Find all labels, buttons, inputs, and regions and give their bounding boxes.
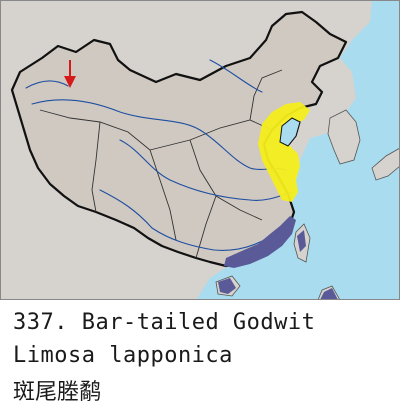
species-number: 337. (13, 310, 68, 335)
wintering-taiwan (297, 230, 306, 252)
species-latin-name: Limosa lapponica (13, 343, 233, 368)
korea (327, 109, 361, 165)
species-chinese-name: 斑尾塍鹬 (13, 380, 102, 405)
species-english-name: Bar-tailed Godwit (81, 310, 316, 335)
wintering-hainan (218, 278, 236, 294)
wintering-range (224, 216, 296, 268)
distribution-map (0, 0, 400, 300)
rivers (25, 59, 293, 251)
wintering-philippines (320, 288, 338, 300)
migration-range (258, 102, 310, 202)
species-title: 337. Bar-tailed Godwit (13, 310, 315, 335)
bohai-gulf-over (279, 117, 301, 147)
locator-arrow (64, 60, 76, 88)
japan (371, 147, 400, 181)
